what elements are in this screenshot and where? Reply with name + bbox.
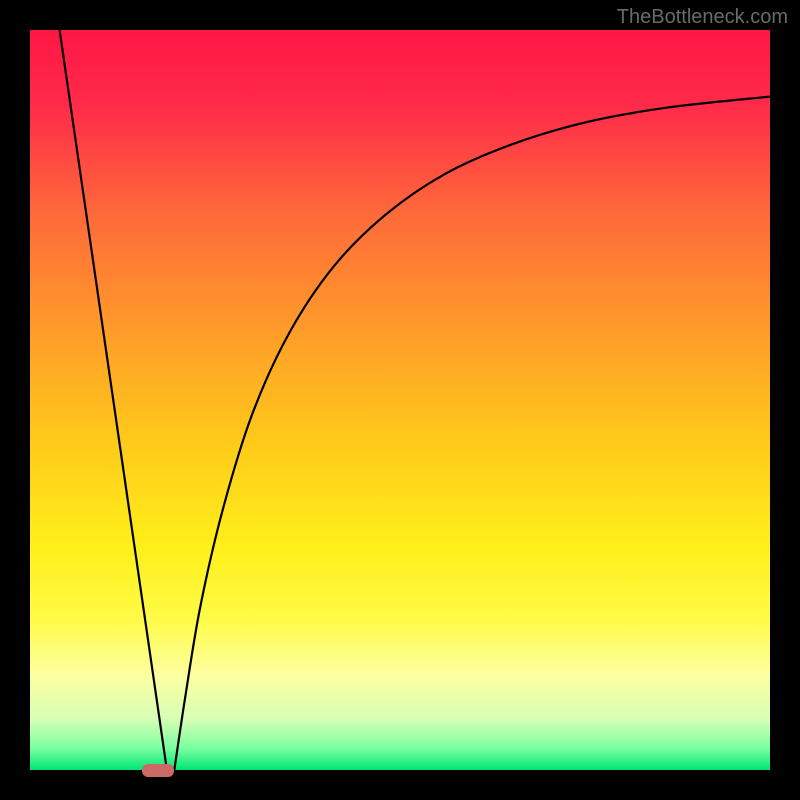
minimum-marker [142, 764, 174, 777]
plot-area [30, 30, 770, 770]
curve-right-segment [174, 97, 770, 770]
watermark-text: TheBottleneck.com [617, 6, 788, 29]
curve-left-segment [60, 30, 167, 770]
curve-layer [30, 30, 770, 770]
